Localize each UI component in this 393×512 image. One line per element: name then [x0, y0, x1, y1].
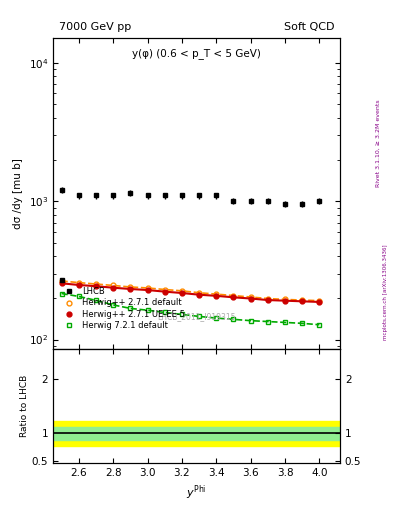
Herwig++ 2.7.1 default	[197, 290, 202, 296]
Herwig++ 2.7.1 UE-EE-5	[265, 297, 270, 303]
Herwig++ 2.7.1 default	[300, 297, 305, 303]
Herwig 7.2.1 default	[283, 319, 287, 326]
Text: 7000 GeV pp: 7000 GeV pp	[59, 22, 131, 32]
Text: y(φ) (0.6 < p_T < 5 GeV): y(φ) (0.6 < p_T < 5 GeV)	[132, 48, 261, 59]
Herwig 7.2.1 default	[77, 293, 81, 300]
Herwig++ 2.7.1 default	[283, 296, 287, 303]
Herwig 7.2.1 default	[248, 317, 253, 324]
Herwig 7.2.1 default	[111, 302, 116, 308]
Herwig++ 2.7.1 default	[59, 278, 64, 284]
Herwig++ 2.7.1 default	[180, 288, 184, 294]
Text: mcplots.cern.ch [arXiv:1306.3436]: mcplots.cern.ch [arXiv:1306.3436]	[383, 244, 388, 339]
Y-axis label: dσ /dy [mu b]: dσ /dy [mu b]	[13, 158, 23, 229]
Herwig++ 2.7.1 UE-EE-5	[180, 290, 184, 296]
Y-axis label: Ratio to LHCB: Ratio to LHCB	[20, 375, 29, 437]
X-axis label: $y^{\mathregular{Phi}}$: $y^{\mathregular{Phi}}$	[186, 484, 207, 502]
Herwig++ 2.7.1 default	[145, 285, 150, 291]
Herwig++ 2.7.1 default	[111, 283, 116, 289]
Legend: LHCB, Herwig++ 2.7.1 default, Herwig++ 2.7.1 UE-EE-5, Herwig 7.2.1 default: LHCB, Herwig++ 2.7.1 default, Herwig++ 2…	[60, 287, 185, 330]
Line: Herwig 7.2.1 default: Herwig 7.2.1 default	[59, 291, 322, 327]
Herwig 7.2.1 default	[162, 309, 167, 315]
Herwig++ 2.7.1 default	[128, 284, 133, 290]
Herwig 7.2.1 default	[197, 313, 202, 319]
Herwig++ 2.7.1 UE-EE-5	[111, 285, 116, 291]
Herwig++ 2.7.1 default	[248, 294, 253, 300]
Herwig 7.2.1 default	[180, 311, 184, 317]
Herwig++ 2.7.1 UE-EE-5	[300, 298, 305, 305]
Herwig 7.2.1 default	[59, 290, 64, 296]
Herwig++ 2.7.1 UE-EE-5	[197, 292, 202, 298]
Herwig 7.2.1 default	[265, 318, 270, 325]
Herwig++ 2.7.1 UE-EE-5	[248, 295, 253, 302]
Herwig++ 2.7.1 default	[94, 281, 98, 287]
Text: Rivet 3.1.10, ≥ 3.2M events: Rivet 3.1.10, ≥ 3.2M events	[375, 99, 380, 187]
Herwig 7.2.1 default	[128, 305, 133, 311]
Herwig++ 2.7.1 UE-EE-5	[77, 282, 81, 288]
Herwig++ 2.7.1 default	[162, 286, 167, 292]
Herwig 7.2.1 default	[94, 297, 98, 304]
Line: Herwig++ 2.7.1 UE-EE-5: Herwig++ 2.7.1 UE-EE-5	[59, 281, 322, 305]
Text: Soft QCD: Soft QCD	[284, 22, 334, 32]
Herwig++ 2.7.1 default	[317, 297, 322, 304]
Herwig 7.2.1 default	[231, 316, 236, 323]
Herwig++ 2.7.1 UE-EE-5	[283, 297, 287, 304]
Herwig++ 2.7.1 default	[214, 291, 219, 297]
Herwig++ 2.7.1 UE-EE-5	[317, 299, 322, 305]
Herwig++ 2.7.1 UE-EE-5	[231, 294, 236, 301]
Line: Herwig++ 2.7.1 default: Herwig++ 2.7.1 default	[59, 279, 322, 303]
Herwig++ 2.7.1 default	[231, 292, 236, 298]
Text: LHCB_2011_I919315: LHCB_2011_I919315	[157, 312, 236, 322]
Herwig++ 2.7.1 UE-EE-5	[162, 289, 167, 295]
Herwig++ 2.7.1 UE-EE-5	[214, 293, 219, 299]
Herwig 7.2.1 default	[317, 322, 322, 328]
Herwig++ 2.7.1 default	[77, 280, 81, 286]
Herwig 7.2.1 default	[300, 321, 305, 327]
Herwig++ 2.7.1 UE-EE-5	[94, 283, 98, 289]
Herwig++ 2.7.1 UE-EE-5	[145, 287, 150, 293]
Herwig++ 2.7.1 UE-EE-5	[59, 280, 64, 286]
Herwig 7.2.1 default	[214, 315, 219, 321]
Herwig 7.2.1 default	[145, 307, 150, 313]
Herwig++ 2.7.1 UE-EE-5	[128, 286, 133, 292]
Herwig++ 2.7.1 default	[265, 295, 270, 302]
